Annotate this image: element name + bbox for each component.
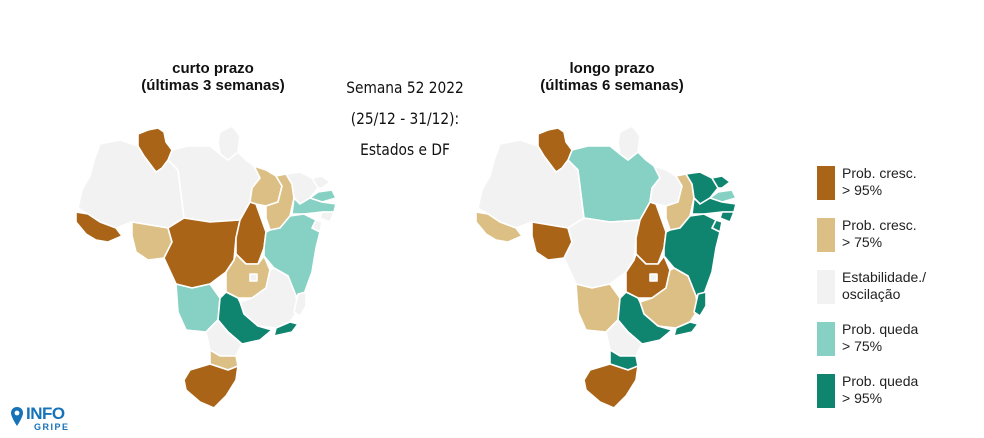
state-rn (311, 175, 331, 189)
location-pin-icon (11, 407, 23, 426)
legend-swatch (817, 270, 835, 304)
legend-label-threshold: > 75% (842, 338, 883, 354)
state-ap (617, 125, 641, 161)
legend-item-decline-95: Prob. queda > 95% (817, 373, 977, 425)
state-rr (137, 127, 173, 173)
legend-item-stability: Estabilidade./ oscilação (817, 269, 977, 321)
state-rr (537, 127, 573, 173)
state-ba (663, 213, 721, 297)
state-df (649, 273, 658, 282)
state-ac (475, 211, 523, 243)
long-term-brazil-map (475, 125, 737, 409)
state-es (293, 291, 307, 317)
short-term-map-title: curto prazo (últimas 3 semanas) (113, 60, 313, 94)
legend-label-detail: oscilação (842, 286, 901, 302)
legend-label-threshold: > 75% (842, 234, 883, 250)
legend-item-decline-75: Prob. queda > 75% (817, 321, 977, 373)
state-ac (75, 211, 123, 243)
state-al (319, 211, 335, 223)
short-term-title-line2: (últimas 3 semanas) (141, 77, 285, 94)
state-pe (691, 197, 737, 215)
legend-swatch (817, 166, 835, 200)
infogripe-logo: INFO GRIPE (10, 404, 100, 436)
state-rs (583, 363, 639, 409)
state-rj (273, 321, 299, 337)
long-term-title-line1: longo prazo (569, 60, 655, 77)
legend-swatch (817, 374, 835, 408)
week-info: Semana 52 2022 (25/12 - 31/12): Estados … (332, 72, 478, 165)
state-ba (263, 213, 321, 297)
short-term-brazil-map (75, 125, 337, 409)
legend-label: Prob. queda (842, 321, 919, 337)
state-rj (673, 321, 699, 337)
state-ap (217, 125, 241, 161)
legend-item-growth-95: Prob. cresc. > 95% (817, 165, 977, 217)
legend-label-threshold: > 95% (842, 390, 883, 406)
state-al (719, 211, 735, 223)
state-df (249, 273, 258, 282)
legend: Prob. cresc. > 95% Prob. cresc. > 75% Es… (817, 165, 977, 425)
state-es (693, 291, 707, 317)
week-dates: (25/12 - 31/12): (350, 109, 460, 128)
legend-label: Prob. cresc. (842, 217, 917, 233)
legend-label: Prob. cresc. (842, 165, 917, 181)
legend-label: Estabilidade./ (842, 269, 927, 285)
week-scope: Estados e DF (360, 140, 450, 159)
legend-swatch (817, 322, 835, 356)
legend-swatch (817, 218, 835, 252)
long-term-title-line2: (últimas 6 semanas) (540, 77, 684, 94)
short-term-title-line1: curto prazo (172, 60, 254, 77)
state-rs (183, 363, 239, 409)
logo-subtext: GRIPE (34, 422, 70, 432)
legend-item-growth-75: Prob. cresc. > 75% (817, 217, 977, 269)
long-term-map-title: longo prazo (últimas 6 semanas) (512, 60, 712, 94)
state-pe (291, 197, 337, 215)
legend-label-threshold: > 95% (842, 182, 883, 198)
state-rn (711, 175, 731, 189)
legend-label: Prob. queda (842, 373, 919, 389)
week-label: Semana 52 2022 (346, 78, 464, 97)
logo-text: INFO (26, 404, 65, 423)
